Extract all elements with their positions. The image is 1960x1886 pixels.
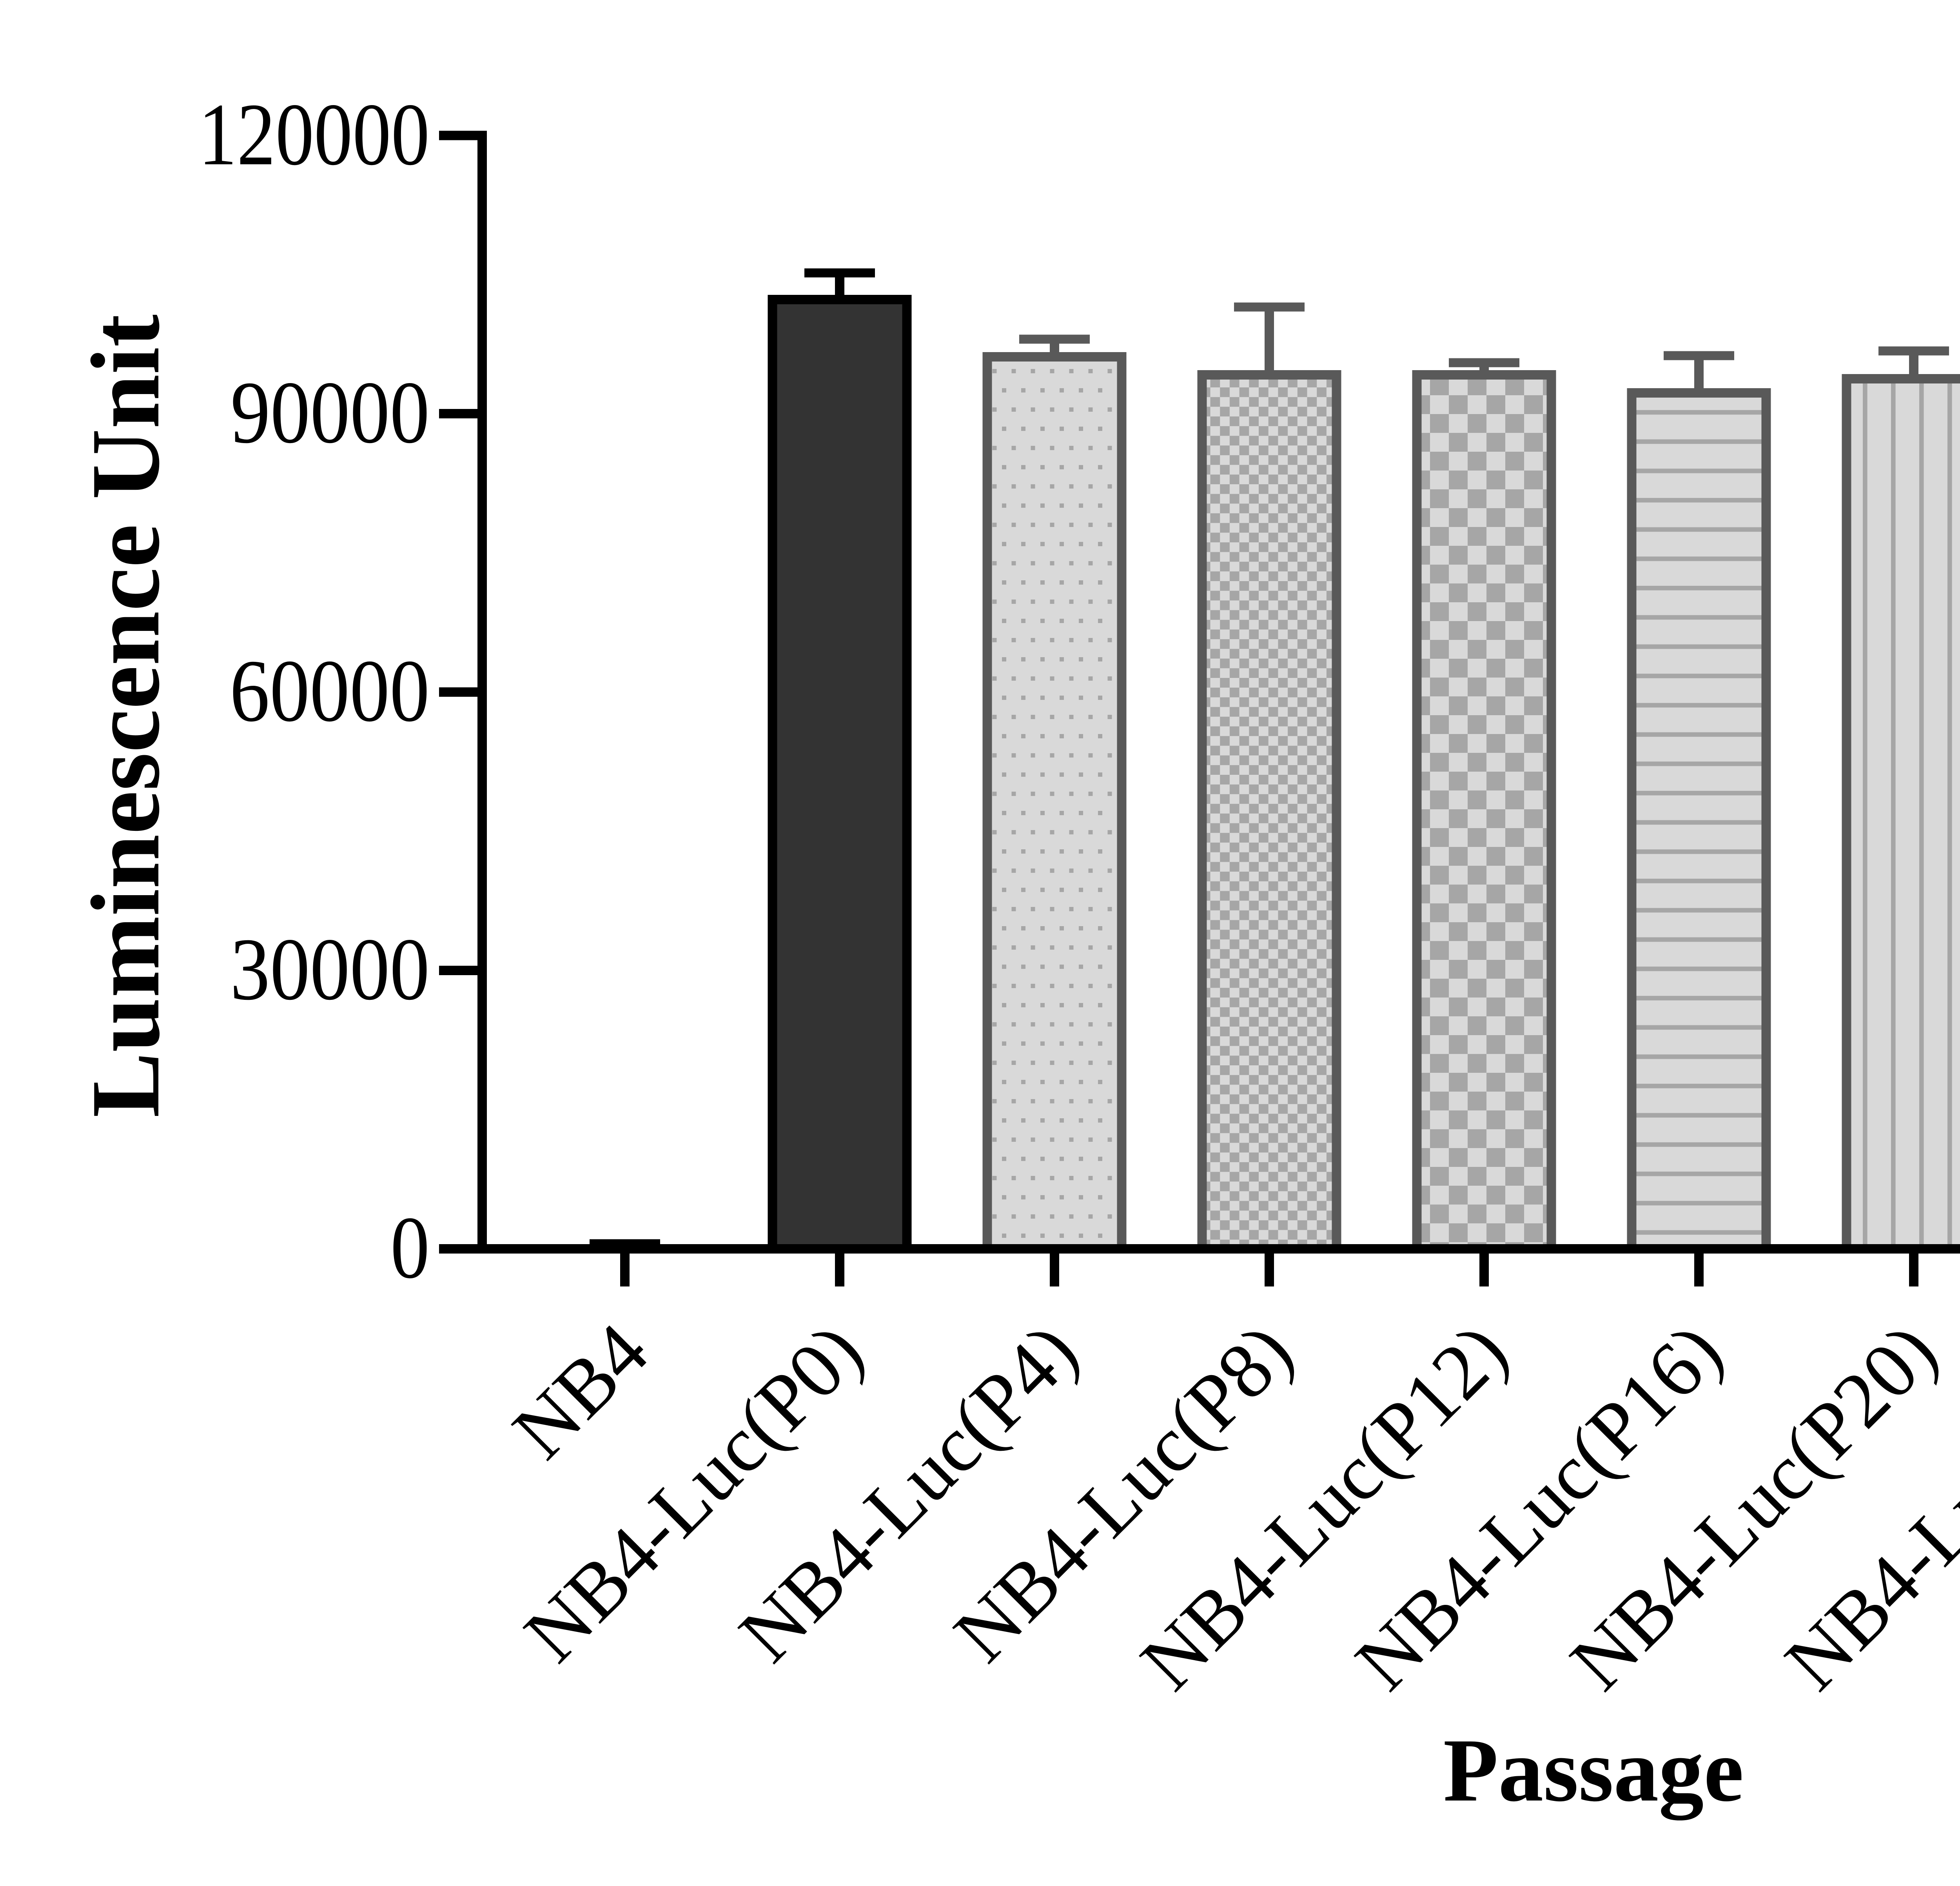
svg-text:Passage: Passage <box>1443 1720 1744 1821</box>
svg-text:Luminescence Unit: Luminescence Unit <box>71 314 180 1117</box>
svg-text:90000: 90000 <box>230 363 430 462</box>
svg-text:120000: 120000 <box>198 85 430 184</box>
svg-text:30000: 30000 <box>230 920 430 1019</box>
svg-text:60000: 60000 <box>230 642 430 740</box>
svg-text:0: 0 <box>390 1199 430 1297</box>
